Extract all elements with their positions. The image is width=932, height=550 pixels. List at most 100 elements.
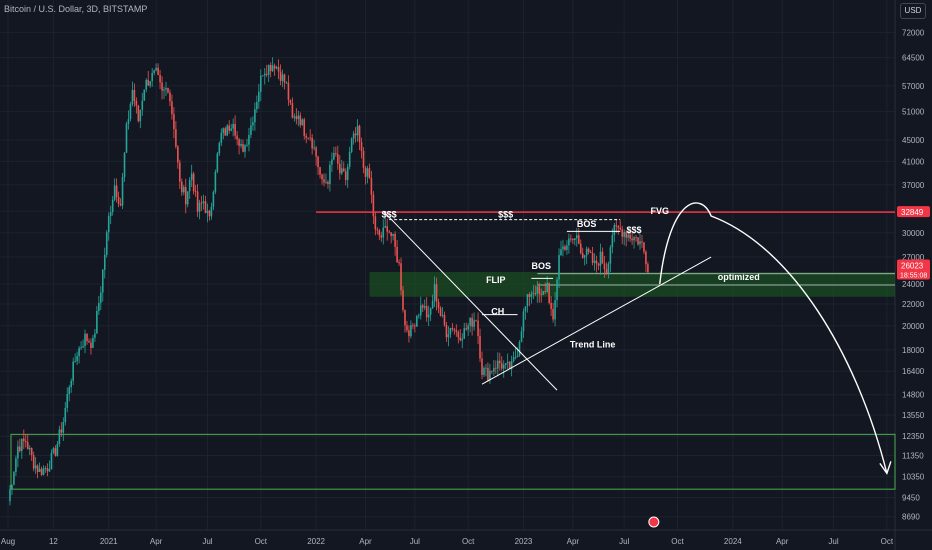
candle-body: [562, 246, 564, 250]
currency-button[interactable]: USD: [900, 3, 926, 19]
candle-body: [340, 168, 343, 174]
candle-body: [639, 241, 641, 245]
candle-body: [568, 238, 570, 246]
candle-body: [200, 202, 203, 204]
candle-body: [23, 438, 25, 442]
price-tick-label: 51000: [902, 107, 925, 116]
candle-body: [593, 260, 596, 263]
candle-body: [321, 174, 323, 180]
time-tick-label: 2021: [100, 537, 118, 546]
candle-body: [133, 90, 136, 101]
candle-body: [139, 109, 142, 122]
candle-body: [637, 237, 639, 245]
candle-body: [117, 196, 120, 205]
candle-body: [107, 216, 110, 233]
candle-body: [335, 153, 337, 155]
bos-top: BOS: [577, 219, 597, 229]
candle-body: [82, 346, 84, 348]
candle-body: [566, 245, 568, 250]
candle-body: [232, 123, 234, 129]
candle-body: [293, 116, 296, 118]
candle-body: [362, 150, 365, 168]
candle-body: [175, 129, 177, 147]
candle-body: [216, 153, 219, 172]
candle-body: [641, 241, 643, 243]
price-tick-label: 64500: [902, 54, 925, 63]
candle-body: [538, 286, 541, 294]
candle-body: [532, 292, 535, 295]
candle-body: [447, 334, 450, 338]
candle-body: [303, 119, 306, 136]
candle-body: [323, 179, 325, 183]
candle-body: [583, 255, 586, 258]
candle-body: [500, 363, 503, 369]
candle-body: [34, 465, 37, 469]
candle-body: [416, 316, 418, 327]
fvg-label: FVG: [650, 206, 669, 216]
candle-body: [181, 181, 183, 193]
candle-body: [84, 333, 86, 347]
candle-body: [90, 342, 92, 348]
candle-body: [186, 191, 189, 205]
candle-body: [169, 92, 171, 102]
time-tick-label: Apr: [150, 537, 163, 546]
candle-body: [516, 355, 519, 357]
time-tick-label: 2022: [307, 537, 325, 546]
candle-body: [80, 347, 82, 349]
candle-body: [560, 249, 562, 256]
candle-body: [141, 100, 144, 110]
candle-body: [102, 269, 104, 293]
label-current-countdown: 18:55:08: [900, 272, 927, 279]
candle-body: [437, 301, 440, 309]
candle-body: [429, 308, 432, 315]
bos-left: BOS: [531, 261, 551, 271]
candle-body: [510, 360, 513, 370]
candle-body: [109, 212, 112, 217]
candle-body: [392, 233, 394, 237]
candle-body: [346, 166, 349, 180]
candle-body: [542, 291, 545, 295]
candle-body: [202, 201, 205, 204]
candle-body: [621, 229, 624, 237]
candle-body: [342, 168, 345, 172]
price-tick-label: 20000: [902, 322, 925, 331]
candle-body: [534, 292, 537, 294]
candle-body: [643, 242, 645, 252]
event-icon: [648, 516, 660, 528]
candle-body: [173, 114, 175, 130]
candle-body: [564, 246, 566, 250]
time-tick-label: 2023: [515, 537, 533, 546]
candle-body: [297, 115, 300, 120]
candle-body: [279, 71, 282, 81]
candle-body: [177, 146, 179, 163]
candle-body: [161, 82, 163, 91]
optimized-label: optimized: [718, 272, 760, 282]
candle-body: [370, 178, 373, 195]
price-tick-label: 11350: [902, 452, 924, 461]
candle-body: [121, 177, 124, 206]
candle-body: [453, 329, 456, 331]
candle-body: [28, 447, 31, 450]
candle-body: [214, 171, 217, 192]
candle-body: [256, 101, 258, 110]
candle-body: [115, 185, 118, 197]
candle-body: [30, 447, 33, 456]
flip-label: FLIP: [486, 275, 506, 285]
candle-body: [317, 156, 319, 168]
candle-body: [623, 231, 625, 237]
candle-body: [469, 318, 471, 326]
time-tick-label: Oct: [881, 537, 894, 546]
candle-body: [190, 173, 193, 180]
candle-body: [260, 75, 262, 92]
candle-body: [313, 147, 315, 149]
candle-body: [295, 116, 298, 120]
candle-body: [339, 163, 341, 174]
candle-body: [504, 363, 507, 365]
candle-body: [100, 292, 102, 303]
candle-body: [404, 309, 406, 326]
candle-body: [587, 248, 590, 252]
candle-body: [595, 260, 598, 264]
down-line: [382, 210, 558, 391]
candle-body: [325, 181, 327, 183]
